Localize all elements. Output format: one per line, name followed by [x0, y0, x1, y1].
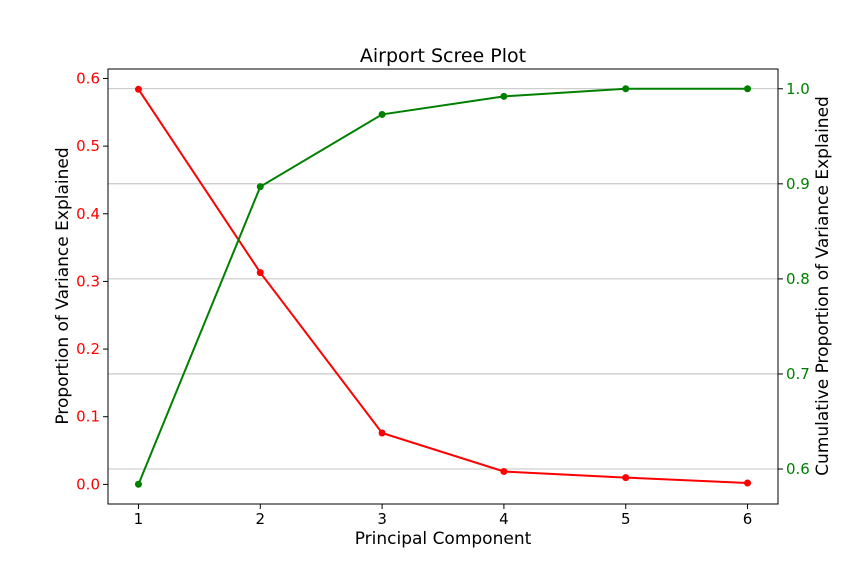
right-series-point — [256, 183, 264, 191]
right-y-tick-label: 0.6 — [786, 460, 810, 478]
left-y-tick-label: 0.2 — [76, 340, 100, 358]
right-series-point — [622, 85, 630, 93]
right-y-axis-label: Cumulative Proportion of Variance Explai… — [813, 96, 833, 476]
right-series-point — [378, 110, 386, 118]
left-y-axis-label: Proportion of Variance Explained — [53, 147, 73, 424]
x-axis: 1 2 3 4 5 6 — [134, 504, 753, 528]
left-y-tick-label: 0.3 — [76, 272, 100, 290]
left-series-point — [744, 479, 752, 487]
left-y-tick-label: 0.6 — [76, 69, 100, 87]
right-y-tick-label: 1.0 — [786, 80, 810, 98]
x-tick-label: 3 — [377, 510, 387, 528]
left-y-tick-label: 0.4 — [76, 205, 100, 223]
series-layer — [134, 85, 752, 488]
gridlines — [108, 88, 778, 470]
right-y-tick-label: 0.9 — [786, 175, 810, 193]
left-series-point — [256, 269, 264, 277]
right-series-line — [137, 87, 748, 485]
plot-frame — [107, 68, 779, 505]
right-y-axis: 0.6 0.7 0.8 0.9 1.0 — [778, 80, 810, 478]
right-series-point — [744, 85, 752, 93]
right-y-tick-label: 0.7 — [786, 365, 810, 383]
right-y-tick-label: 0.8 — [786, 270, 810, 288]
x-tick-label: 5 — [621, 510, 631, 528]
x-tick-label: 4 — [499, 510, 509, 528]
left-y-axis: 0.0 0.1 0.2 0.3 0.4 0.5 0.6 — [76, 69, 108, 493]
left-series-point — [622, 474, 630, 482]
left-series-line — [137, 88, 748, 484]
x-axis-label: Principal Component — [355, 529, 532, 549]
right-series-point — [500, 92, 508, 100]
x-tick-label: 1 — [134, 510, 144, 528]
left-series-point — [134, 85, 142, 93]
x-tick-label: 6 — [743, 510, 753, 528]
chart-title: Airport Scree Plot — [360, 45, 526, 67]
left-y-tick-label: 0.5 — [76, 137, 100, 155]
left-series-point — [378, 429, 386, 437]
right-series-point — [134, 480, 142, 488]
left-y-tick-label: 0.0 — [76, 475, 100, 493]
left-series-point — [500, 468, 508, 476]
left-y-tick-label: 0.1 — [76, 408, 100, 426]
x-tick-label: 2 — [255, 510, 265, 528]
